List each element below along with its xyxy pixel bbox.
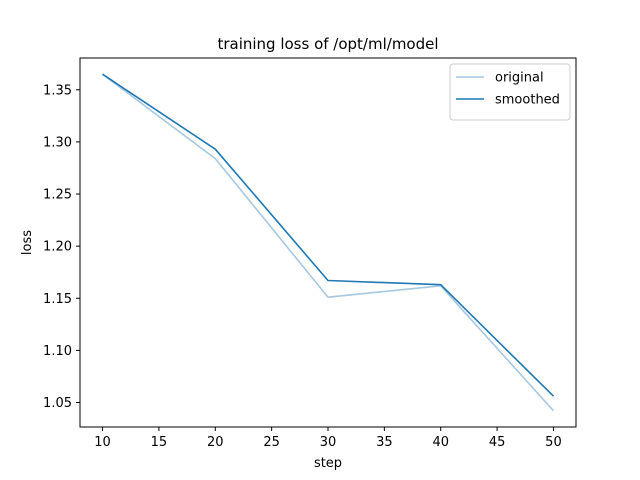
y-axis: 1.05 1.10 1.15 1.20 1.25 1.30 1.35 — [43, 83, 80, 411]
x-axis: 10 15 20 25 30 35 40 45 50 — [94, 427, 562, 450]
series-layer — [102, 73, 555, 412]
y-tick-label: 1.35 — [43, 83, 72, 98]
y-tick-label: 1.15 — [43, 292, 72, 307]
x-axis-label: step — [314, 456, 342, 471]
series-line-original — [102, 73, 555, 412]
x-tick-label: 10 — [94, 435, 111, 450]
legend-label-smoothed: smoothed — [495, 93, 560, 108]
series-line-smoothed — [102, 73, 555, 397]
y-tick-label: 1.10 — [43, 344, 72, 359]
x-tick-label: 25 — [263, 435, 280, 450]
y-tick-label: 1.30 — [43, 135, 72, 150]
x-tick-label: 20 — [207, 435, 224, 450]
x-tick-label: 50 — [545, 435, 562, 450]
y-axis-label: loss — [20, 230, 35, 255]
y-tick-label: 1.25 — [43, 188, 72, 203]
x-tick-label: 45 — [489, 435, 506, 450]
chart-title: training loss of /opt/ml/model — [217, 35, 438, 53]
x-tick-label: 30 — [320, 435, 337, 450]
y-tick-label: 1.05 — [43, 396, 72, 411]
x-tick-label: 35 — [376, 435, 393, 450]
legend-label-original: original — [495, 71, 544, 86]
legend: original smoothed — [449, 63, 571, 121]
y-tick-label: 1.20 — [43, 240, 72, 255]
x-tick-label: 40 — [432, 435, 449, 450]
legend-box — [449, 63, 571, 121]
x-tick-label: 15 — [151, 435, 168, 450]
